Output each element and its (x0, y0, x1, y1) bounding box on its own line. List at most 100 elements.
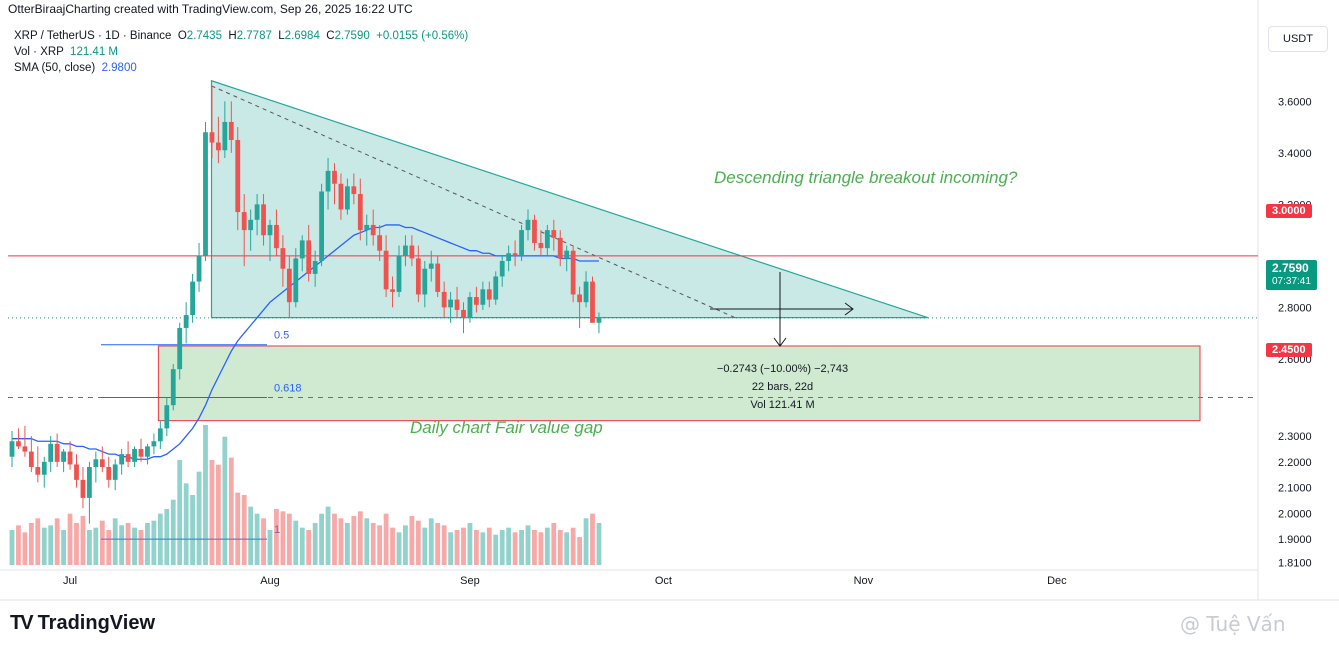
candle-body (525, 219, 531, 231)
volume-bar (564, 532, 570, 565)
candle-body (286, 268, 292, 303)
legend-sma-row[interactable]: SMA (50, close) 2.9800 (14, 60, 468, 76)
candle-body (377, 235, 383, 251)
candle-body (235, 139, 241, 213)
fvg-annotation[interactable]: Daily chart Fair value gap (410, 418, 603, 437)
watermark: @ Tuệ Vấn (1180, 612, 1286, 636)
volume-bar (435, 523, 441, 565)
candle-body (357, 194, 363, 231)
candle-body (499, 261, 505, 277)
volume-bar (106, 530, 112, 565)
volume-bar (461, 527, 466, 565)
legend-volume-label: Vol · XRP (14, 46, 64, 58)
volume-bar (551, 523, 557, 565)
volume-bar (190, 495, 195, 565)
volume-bar (93, 527, 99, 565)
price-tick-label: 2.2000 (1278, 457, 1312, 469)
measure-right-arrowhead (844, 302, 854, 316)
legend-sma: 2.9800 (101, 62, 137, 74)
candle-body (99, 459, 105, 467)
volume-bar (506, 527, 512, 565)
legend-symbol[interactable]: XRP / TetherUS · 1D · Binance (14, 30, 172, 42)
candle-body (319, 191, 324, 261)
candle-body (280, 248, 286, 269)
volume-bar (299, 527, 305, 565)
volume-bar (196, 471, 202, 565)
volume-bar (422, 527, 428, 565)
fvg-zone (157, 345, 1201, 422)
volume-bar (480, 532, 486, 565)
volume-bar (577, 537, 582, 565)
price-tick-label: 3.4000 (1278, 148, 1312, 160)
volume-bar (364, 518, 370, 565)
candle-body (267, 224, 273, 236)
legend-volume-row[interactable]: Vol · XRP 121.41 M (14, 44, 468, 60)
candle-body (551, 230, 557, 238)
candle-body (35, 467, 41, 475)
candle-body (409, 245, 415, 259)
candle-body (461, 309, 466, 318)
candle-body (106, 467, 112, 480)
volume-bar (151, 520, 157, 565)
legend-sma-label: SMA (50, close) (14, 62, 96, 74)
volume-bar (474, 530, 479, 565)
candle-body (312, 261, 318, 274)
volume-bar (312, 523, 318, 565)
candle-body (248, 219, 254, 231)
candle-body (41, 461, 47, 475)
candle-body (138, 448, 144, 457)
volume-bar (228, 457, 234, 565)
candle-body (28, 451, 34, 467)
candle-body (93, 459, 99, 467)
candle-body (512, 253, 518, 256)
volume-bar (125, 523, 131, 565)
triangle-annotation[interactable]: Descending triangle breakout incoming? (714, 168, 1018, 187)
candle-body (428, 263, 434, 269)
candle-body (435, 263, 441, 292)
tradingview-logo[interactable]: TV TradingView (10, 612, 155, 635)
volume-bar (409, 516, 415, 565)
volume-bar (41, 527, 47, 565)
volume-bar (319, 513, 324, 565)
candle-body (390, 289, 395, 292)
volume-bar (74, 523, 79, 565)
candle-body (80, 479, 86, 498)
level-3-badge: 3.0000 (1266, 204, 1312, 218)
volume-bar (345, 523, 350, 565)
volume-bar (87, 530, 92, 565)
volume-bar (370, 523, 376, 565)
measure-change: −0.2743 (−10.00%) −2,743 (716, 363, 849, 375)
time-tick-label: Aug (260, 575, 280, 587)
volume-bar (390, 527, 395, 565)
time-tick-label: Nov (854, 575, 874, 587)
candle-body (151, 441, 157, 447)
volume-bar (512, 532, 518, 565)
legend-high: 2.7787 (236, 30, 272, 42)
volume-bar (274, 509, 279, 565)
currency-button[interactable]: USDT (1268, 26, 1328, 52)
legend-change: +0.0155 (+0.56%) (376, 30, 469, 42)
legend-close: 2.7590 (334, 30, 370, 42)
fib-label-0: 0.5 (274, 330, 289, 342)
candle-body (48, 443, 54, 462)
legend-low: 2.6984 (284, 30, 320, 42)
candle-body (157, 428, 163, 442)
candle-body (325, 170, 331, 192)
candle-body (190, 281, 195, 316)
candle-body (493, 276, 499, 300)
volume-bar (525, 525, 531, 565)
candle-body (448, 299, 453, 308)
candle-body (203, 132, 208, 256)
descending-triangle (210, 79, 929, 319)
legend-open: 2.7435 (186, 30, 222, 42)
time-tick-label: Sep (460, 575, 480, 587)
volume-bar (248, 506, 254, 565)
candle-body (183, 315, 189, 328)
candle-body (222, 121, 228, 151)
volume-bar (132, 527, 137, 565)
volume-bar (22, 532, 28, 565)
volume-bar (209, 460, 215, 565)
last-price-badge: 2.7590 07:37:41 (1266, 260, 1317, 290)
volume-bar (254, 513, 260, 565)
